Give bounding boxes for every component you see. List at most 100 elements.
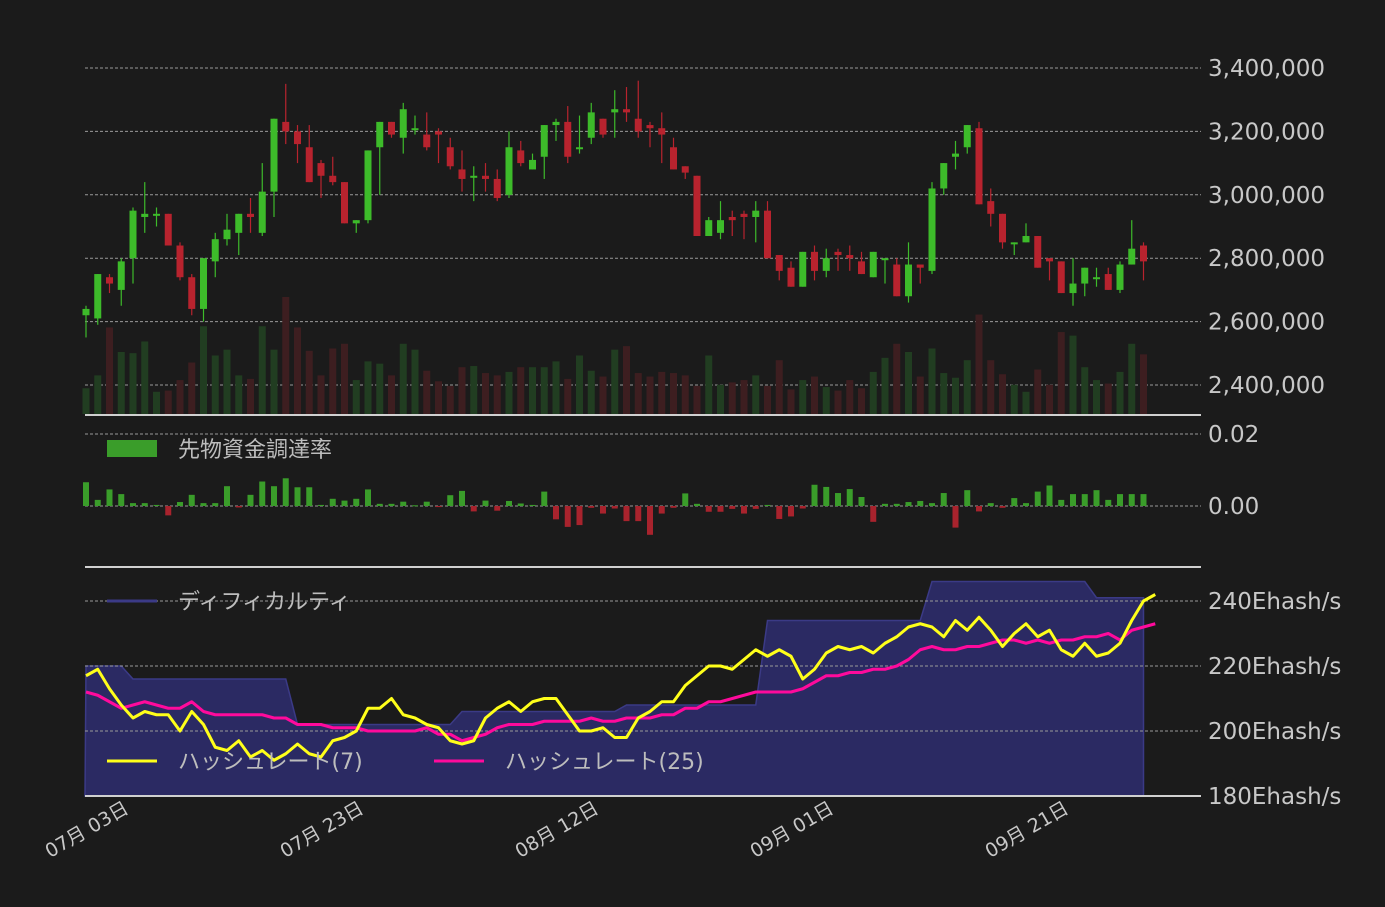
hashrate-gridlines bbox=[85, 600, 1201, 732]
volume-bar bbox=[282, 297, 290, 414]
candle bbox=[493, 169, 501, 202]
volume-bar bbox=[552, 361, 560, 414]
funding-legend-swatch bbox=[107, 440, 157, 457]
volume-bar bbox=[987, 360, 995, 414]
candle bbox=[270, 118, 278, 217]
volume-bar bbox=[153, 391, 160, 414]
volume-bar bbox=[1093, 380, 1100, 414]
funding-bar bbox=[141, 503, 148, 506]
volume-bar bbox=[893, 343, 901, 414]
volume-bar bbox=[176, 380, 184, 414]
volume-bar bbox=[1034, 369, 1042, 414]
funding-bar bbox=[329, 498, 336, 506]
volume-bar bbox=[846, 380, 854, 414]
funding-bar bbox=[365, 489, 371, 506]
funding-bar bbox=[588, 506, 595, 508]
funding-bar bbox=[741, 506, 747, 514]
candle bbox=[376, 121, 384, 195]
candle bbox=[717, 201, 724, 240]
volume-bar bbox=[399, 343, 407, 414]
price-tick-label: 3,200,000 bbox=[1208, 119, 1325, 145]
candle bbox=[787, 261, 795, 287]
volume-bar bbox=[1081, 367, 1089, 414]
volume-bar bbox=[188, 362, 196, 414]
volume-bar bbox=[975, 314, 983, 414]
volume-bar bbox=[705, 355, 713, 414]
funding-bar bbox=[318, 504, 324, 506]
candle bbox=[846, 245, 854, 271]
date-x-axis: 07月 03日 07月 23日 08月 12日 09月 01日 09月 21日 bbox=[41, 797, 1072, 862]
volume-bar bbox=[200, 326, 207, 414]
funding-bar bbox=[506, 500, 512, 506]
volume-bar bbox=[611, 349, 619, 414]
candle bbox=[764, 201, 771, 259]
candle bbox=[1010, 242, 1018, 256]
volume-bar bbox=[294, 327, 301, 414]
volume-bar bbox=[775, 360, 783, 414]
candle bbox=[188, 274, 196, 316]
volume-bar bbox=[458, 367, 466, 414]
volume-bar bbox=[423, 370, 431, 414]
price-y-axis: 2,400,000 2,600,000 2,800,000 3,000,000 3,20… bbox=[1208, 56, 1325, 399]
volume-bar bbox=[1069, 335, 1077, 414]
funding-bar bbox=[517, 503, 524, 506]
volume-bar bbox=[529, 367, 536, 414]
funding-bar bbox=[259, 481, 266, 506]
candle bbox=[1104, 267, 1112, 290]
volume-bar bbox=[1010, 384, 1018, 414]
volume-bar bbox=[623, 346, 630, 414]
date-tick-label: 07月 23日 bbox=[276, 797, 367, 862]
funding-bar bbox=[235, 506, 242, 508]
volume-bar bbox=[505, 371, 513, 414]
candle bbox=[728, 210, 736, 237]
candle bbox=[775, 255, 783, 281]
volume-bar bbox=[799, 380, 807, 414]
funding-bar bbox=[823, 486, 830, 506]
funding-bar bbox=[1128, 494, 1135, 506]
volume-bar bbox=[717, 384, 724, 414]
funding-tick-label: 0.00 bbox=[1208, 494, 1259, 520]
price-tick-label: 2,400,000 bbox=[1208, 373, 1325, 399]
hashrate-tick-label: 220Ehash/s bbox=[1208, 654, 1341, 680]
funding-bar bbox=[130, 503, 136, 506]
funding-bar bbox=[600, 506, 606, 514]
funding-bar bbox=[188, 494, 195, 506]
volume-bar bbox=[141, 341, 149, 414]
funding-bar bbox=[435, 506, 442, 508]
funding-bar bbox=[835, 493, 841, 506]
hash25-legend-label: ハッシュレート(25) bbox=[505, 750, 704, 775]
funding-bars bbox=[83, 478, 1147, 535]
funding-bar bbox=[999, 506, 1006, 508]
volume-bar bbox=[940, 373, 948, 414]
volume-bar bbox=[764, 385, 771, 414]
funding-bar bbox=[271, 486, 277, 506]
funding-bar bbox=[165, 506, 172, 516]
volume-bar bbox=[470, 366, 478, 414]
candle bbox=[1046, 258, 1053, 281]
price-tick-label: 3,400,000 bbox=[1208, 56, 1325, 82]
funding-bar bbox=[576, 506, 583, 526]
funding-bar bbox=[811, 484, 818, 506]
volume-bar bbox=[1057, 332, 1065, 414]
funding-bar bbox=[1023, 503, 1029, 506]
funding-bar bbox=[611, 506, 618, 509]
candle bbox=[940, 163, 948, 195]
candle bbox=[223, 213, 231, 246]
candle bbox=[916, 264, 924, 284]
funding-tick-label: 0.02 bbox=[1208, 422, 1259, 448]
candle bbox=[1081, 267, 1089, 297]
difficulty-area bbox=[84, 580, 1145, 797]
hashrate-tick-label: 200Ehash/s bbox=[1208, 719, 1341, 745]
funding-bar bbox=[118, 494, 125, 506]
candle bbox=[329, 156, 337, 186]
price-candles bbox=[82, 80, 1147, 338]
funding-bar bbox=[459, 490, 465, 506]
candle bbox=[658, 112, 666, 164]
funding-bar bbox=[717, 506, 724, 512]
volume-bar bbox=[858, 388, 865, 414]
volume-bar bbox=[540, 367, 548, 414]
funding-bar bbox=[541, 491, 548, 506]
funding-bar bbox=[882, 503, 888, 506]
volume-bar bbox=[681, 375, 689, 414]
candle bbox=[470, 166, 478, 202]
